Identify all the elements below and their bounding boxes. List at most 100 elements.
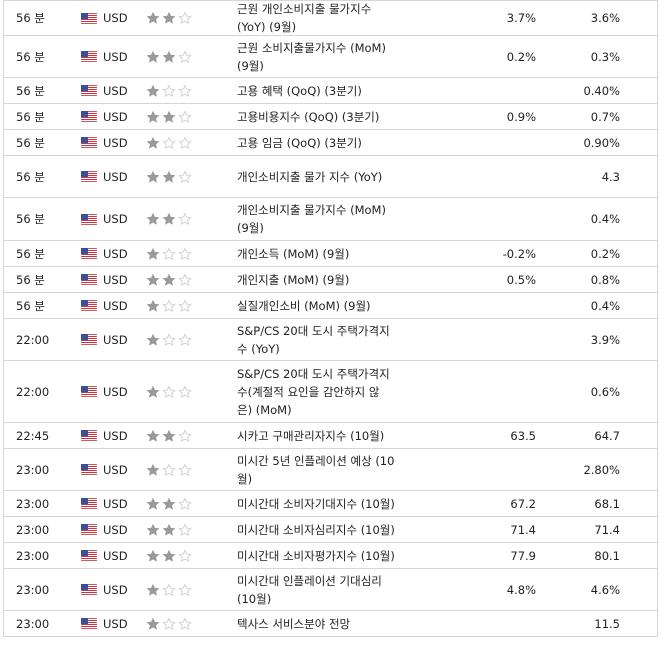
star-filled-icon [146, 429, 160, 442]
table-row[interactable]: 56 분 USD 개인지출 (MoM) (9월) 0.5% 0.8% [4, 267, 657, 293]
event-name-lines: 개인소비지출 물가지수 (MoM) (9월) [237, 201, 386, 237]
importance-stars [146, 267, 206, 292]
event-name[interactable]: 텍사스 서비스분야 전망 [237, 611, 427, 636]
us-flag-icon [81, 386, 97, 397]
event-time: 56 분 [16, 298, 45, 313]
forecast-value: 68.1 [594, 496, 620, 511]
star-filled-icon [146, 170, 160, 183]
event-time: 23:00 [16, 522, 50, 537]
event-name-line: 근원 개인소비지출 물가지수 [237, 2, 372, 16]
currency-code: USD [103, 582, 128, 597]
event-name[interactable]: 실질개인소비 (MoM) (9월) [237, 293, 427, 318]
event-name-line: 고용비용지수 (QoQ) (3분기) [237, 109, 380, 124]
event-name-lines: 실질개인소비 (MoM) (9월) [237, 297, 371, 315]
table-row[interactable]: 56 분 USD 개인소비지출 물가지수 (MoM) (9월) 0.4% [4, 198, 657, 241]
event-name-line: 개인소득 (MoM) (9월) [237, 246, 350, 261]
event-time: 23:00 [16, 462, 50, 477]
event-name[interactable]: 개인소비지출 물가지수 (MoM) (9월) [237, 198, 427, 240]
event-name[interactable]: 근원 개인소비지출 물가지수 (YoY) (9월) [237, 1, 427, 35]
us-flag-icon [81, 248, 97, 259]
event-name[interactable]: 미시간대 소비자심리지수 (10월) [237, 517, 427, 542]
event-name-lines: 고용 임금 (QoQ) (3분기) [237, 134, 362, 152]
importance-stars [146, 241, 206, 266]
currency-code: USD [103, 11, 128, 25]
event-name-lines: 미시간대 소비자기대지수 (10월) [237, 495, 395, 513]
table-row[interactable]: 56 분 USD 고용비용지수 (QoQ) (3분기) 0.9% 0.7% [4, 104, 657, 130]
importance-stars [146, 517, 206, 542]
event-name-line: 개인소비지출 물가지수 (MoM) [237, 203, 386, 217]
event-time: 22:00 [16, 384, 50, 399]
actual-value [459, 78, 536, 103]
us-flag-icon [81, 498, 97, 509]
importance-stars [146, 78, 206, 103]
event-name-line: 은) (MoM) [237, 402, 292, 417]
us-flag-icon [81, 584, 97, 595]
event-name-lines: S&P/CS 20대 도시 주택가격지 수 (YoY) [237, 322, 390, 358]
table-row[interactable]: 22:00 USD S&P/CS 20대 도시 주택가격지 수 (YoY) 3.9% [4, 319, 657, 361]
event-name[interactable]: 미시간대 소비자기대지수 (10월) [237, 491, 427, 516]
currency-code: USD [103, 169, 128, 184]
currency-cell: USD [81, 543, 141, 568]
event-name[interactable]: 미시간대 소비자평가지수 (10월) [237, 543, 427, 568]
table-row[interactable]: 56 분 USD 개인소비지출 물가 지수 (YoY) 4.3 [4, 156, 657, 198]
forecast-value: 0.90% [583, 135, 620, 150]
event-name[interactable]: 개인소득 (MoM) (9월) [237, 241, 427, 266]
table-row[interactable]: 23:00 USD 미시간대 소비자심리지수 (10월) 71.4 71.4 [4, 517, 657, 543]
table-row[interactable]: 22:00 USD S&P/CS 20대 도시 주택가격지 수(계절적 요인을 감안하… [4, 361, 657, 423]
star-empty-icon [178, 496, 192, 510]
forecast-value: 80.1 [594, 548, 620, 563]
star-empty-icon [162, 135, 176, 149]
currency-cell: USD [81, 293, 141, 318]
table-row[interactable]: 23:00 USD 미시간대 소비자평가지수 (10월) 77.9 80.1 [4, 543, 657, 569]
table-row[interactable]: 23:00 USD 텍사스 서비스분야 전망 11.5 [4, 611, 657, 637]
event-name[interactable]: 고용 임금 (QoQ) (3분기) [237, 130, 427, 155]
us-flag-icon [81, 137, 97, 148]
table-row[interactable]: 23:00 USD 미시간 5년 인플레이션 예상 (10 월) 2.80% [4, 449, 657, 491]
event-name[interactable]: 시카고 구매관리자지수 (10월) [237, 423, 427, 448]
event-name[interactable]: 미시간대 인플레이션 기대심리 (10월) [237, 569, 427, 610]
event-name[interactable]: 개인지출 (MoM) (9월) [237, 267, 427, 292]
event-name-line: 근원 소비지출물가지수 (MoM) [237, 40, 386, 55]
forecast-value: 0.40% [583, 83, 620, 98]
table-row[interactable]: 22:45 USD 시카고 구매관리자지수 (10월) 63.5 64.7 [4, 423, 657, 449]
event-name[interactable]: 근원 소비지출물가지수 (MoM) (9월) [237, 36, 427, 77]
forecast-value: 71.4 [594, 522, 620, 537]
event-name-line: 고용 임금 (QoQ) (3분기) [237, 135, 362, 150]
event-name[interactable]: 개인소비지출 물가 지수 (YoY) [237, 156, 427, 197]
event-name-lines: 근원 소비지출물가지수 (MoM) (9월) [237, 39, 386, 75]
star-filled-icon [146, 50, 160, 63]
event-name[interactable]: 고용 혜택 (QoQ) (3분기) [237, 78, 427, 103]
actual-value [459, 361, 536, 422]
currency-cell: USD [81, 156, 141, 197]
event-name[interactable]: S&P/CS 20대 도시 주택가격지 수(계절적 요인을 감안하지 않 은) (M… [237, 361, 427, 422]
event-time: 23:00 [16, 616, 50, 631]
currency-cell: USD [81, 319, 141, 360]
actual-value: 71.4 [510, 522, 536, 537]
table-row[interactable]: 23:00 USD 미시간대 소비자기대지수 (10월) 67.2 68.1 [4, 491, 657, 517]
currency-code: USD [103, 332, 128, 347]
event-name[interactable]: 고용비용지수 (QoQ) (3분기) [237, 104, 427, 129]
forecast-value: 0.4% [590, 298, 620, 313]
event-name-lines: 텍사스 서비스분야 전망 [237, 615, 350, 633]
currency-cell: USD [81, 198, 141, 240]
forecast-value: 4.3 [601, 169, 620, 184]
us-flag-icon [81, 274, 97, 285]
table-row[interactable]: 56 분 USD 고용 혜택 (QoQ) (3분기) 0.40% [4, 78, 657, 104]
star-filled-icon [162, 549, 176, 562]
table-row[interactable]: 56 분 USD 실질개인소비 (MoM) (9월) 0.4% [4, 293, 657, 319]
star-empty-icon [162, 83, 176, 97]
importance-stars [146, 491, 206, 516]
table-row[interactable]: 56 분 USD 근원 소비지출물가지수 (MoM) (9월) 0.2% 0.3% [4, 36, 657, 78]
event-name-lines: 개인소비지출 물가 지수 (YoY) [237, 168, 382, 186]
table-row[interactable]: 56 분 USD 개인소득 (MoM) (9월) -0.2% 0.2% [4, 241, 657, 267]
actual-value [459, 319, 536, 360]
importance-stars [146, 611, 206, 636]
event-name[interactable]: 미시간 5년 인플레이션 예상 (10 월) [237, 449, 427, 490]
table-row[interactable]: 56 분 USD 근원 개인소비지출 물가지수 (YoY) (9월) 3.7% 3.6% [4, 1, 657, 36]
table-row[interactable]: 56 분 USD 고용 임금 (QoQ) (3분기) 0.90% [4, 130, 657, 156]
star-empty-icon [178, 83, 192, 97]
event-name[interactable]: S&P/CS 20대 도시 주택가격지 수 (YoY) [237, 319, 427, 360]
us-flag-icon [81, 213, 97, 225]
table-row[interactable]: 23:00 USD 미시간대 인플레이션 기대심리 (10월) 4.8% 4.6% [4, 569, 657, 611]
event-name-line: 수 (YoY) [237, 341, 280, 356]
